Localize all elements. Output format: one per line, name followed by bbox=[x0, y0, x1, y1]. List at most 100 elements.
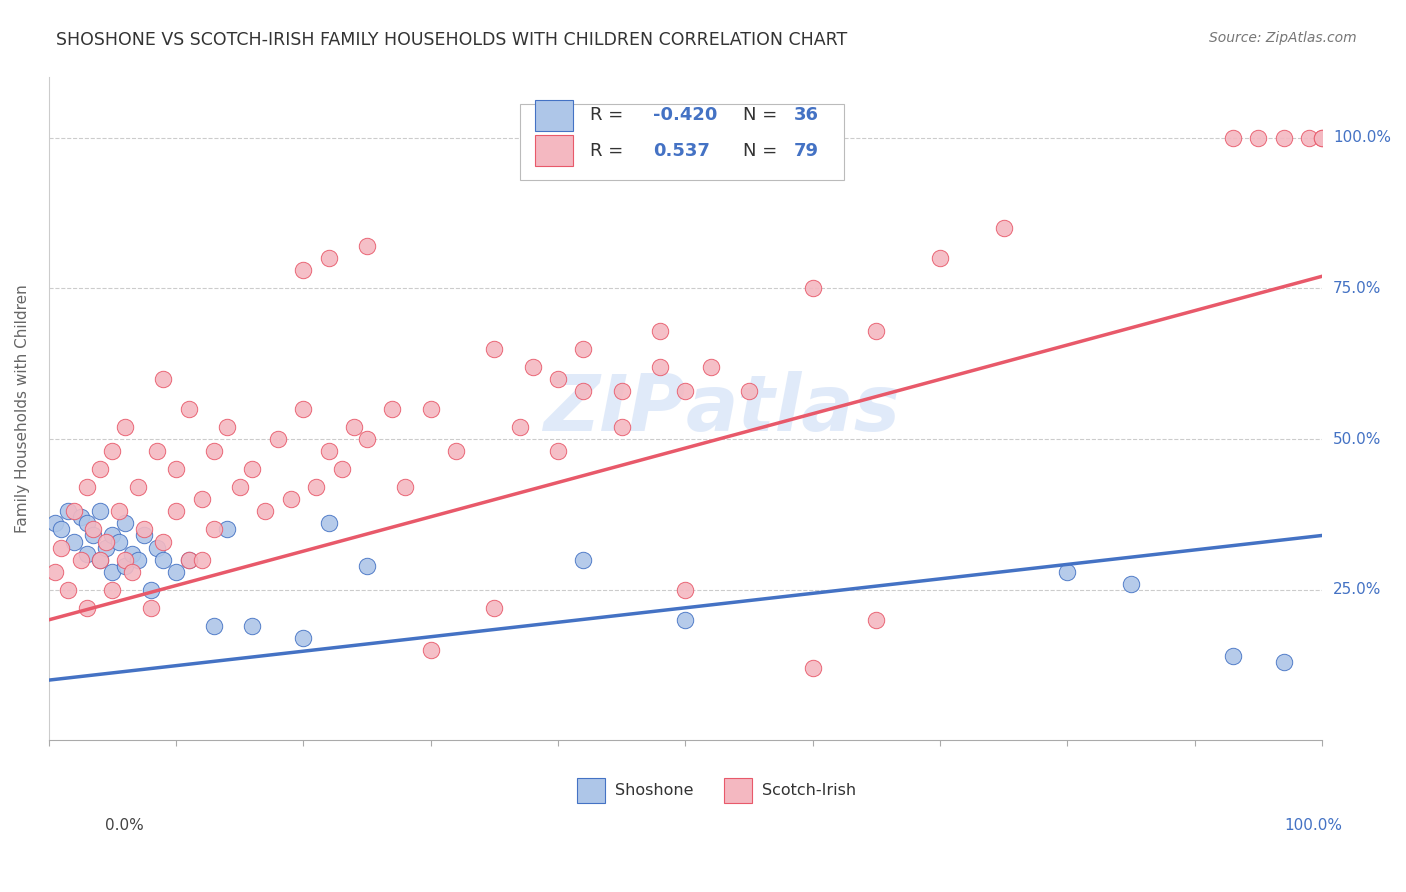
Point bbox=[107, 504, 129, 518]
Point bbox=[190, 552, 212, 566]
Point bbox=[648, 324, 671, 338]
Point bbox=[127, 480, 149, 494]
Point bbox=[1298, 130, 1320, 145]
Point bbox=[63, 504, 86, 518]
Point bbox=[202, 444, 225, 458]
Text: Scotch-Irish: Scotch-Irish bbox=[762, 783, 856, 798]
Point bbox=[1222, 130, 1244, 145]
Point bbox=[228, 480, 250, 494]
Point bbox=[146, 541, 169, 555]
Point bbox=[190, 492, 212, 507]
Point bbox=[242, 462, 264, 476]
FancyBboxPatch shape bbox=[520, 104, 845, 180]
Point bbox=[673, 613, 696, 627]
Point bbox=[572, 342, 595, 356]
Point bbox=[356, 558, 378, 573]
Text: -0.420: -0.420 bbox=[654, 106, 718, 125]
Point bbox=[444, 444, 467, 458]
Point bbox=[76, 516, 98, 531]
Point bbox=[292, 631, 315, 645]
Point bbox=[318, 252, 340, 266]
Point bbox=[343, 420, 366, 434]
Point bbox=[139, 600, 162, 615]
Point bbox=[146, 444, 169, 458]
Point bbox=[51, 523, 73, 537]
Point bbox=[177, 552, 200, 566]
FancyBboxPatch shape bbox=[536, 100, 574, 131]
Text: 100.0%: 100.0% bbox=[1285, 818, 1343, 832]
Point bbox=[419, 643, 441, 657]
Point bbox=[56, 504, 79, 518]
Point bbox=[177, 552, 200, 566]
Point bbox=[76, 600, 98, 615]
Point bbox=[484, 600, 506, 615]
Point bbox=[509, 420, 531, 434]
Point bbox=[1272, 655, 1295, 669]
Point bbox=[202, 619, 225, 633]
Text: 0.0%: 0.0% bbox=[105, 818, 145, 832]
Text: R =: R = bbox=[591, 106, 623, 125]
Text: Shoshone: Shoshone bbox=[616, 783, 693, 798]
Point bbox=[929, 252, 952, 266]
Point bbox=[572, 552, 595, 566]
Point bbox=[44, 565, 66, 579]
Point bbox=[242, 619, 264, 633]
Point bbox=[547, 444, 569, 458]
Point bbox=[610, 420, 633, 434]
FancyBboxPatch shape bbox=[536, 135, 574, 167]
Point bbox=[547, 372, 569, 386]
Text: 0.537: 0.537 bbox=[654, 142, 710, 160]
Point bbox=[1310, 130, 1333, 145]
Point bbox=[101, 444, 124, 458]
Point bbox=[69, 510, 91, 524]
Point bbox=[1056, 565, 1078, 579]
Point bbox=[89, 552, 111, 566]
Point bbox=[865, 324, 887, 338]
Point bbox=[114, 420, 136, 434]
Point bbox=[101, 582, 124, 597]
Point bbox=[356, 239, 378, 253]
Point bbox=[165, 462, 187, 476]
Point bbox=[1272, 130, 1295, 145]
Point bbox=[202, 523, 225, 537]
Point bbox=[121, 547, 143, 561]
Point bbox=[1119, 576, 1142, 591]
Point bbox=[318, 516, 340, 531]
Text: 36: 36 bbox=[793, 106, 818, 125]
Point bbox=[700, 359, 723, 374]
Point bbox=[280, 492, 302, 507]
Text: atlas: atlas bbox=[685, 371, 900, 447]
Text: ZIP: ZIP bbox=[543, 371, 685, 447]
Point bbox=[484, 342, 506, 356]
Point bbox=[89, 552, 111, 566]
Text: N =: N = bbox=[742, 142, 778, 160]
Point bbox=[648, 359, 671, 374]
Point bbox=[82, 528, 104, 542]
Point bbox=[101, 565, 124, 579]
Point bbox=[673, 582, 696, 597]
Point bbox=[305, 480, 328, 494]
Point bbox=[152, 534, 174, 549]
Point bbox=[107, 534, 129, 549]
Point bbox=[134, 528, 156, 542]
Point bbox=[1310, 130, 1333, 145]
Point bbox=[76, 480, 98, 494]
Point bbox=[993, 221, 1015, 235]
Text: 100.0%: 100.0% bbox=[1333, 130, 1391, 145]
Text: 25.0%: 25.0% bbox=[1333, 582, 1381, 598]
Point bbox=[94, 534, 117, 549]
Point bbox=[215, 523, 238, 537]
Point bbox=[522, 359, 544, 374]
Point bbox=[673, 384, 696, 398]
Point bbox=[801, 281, 824, 295]
Point bbox=[134, 523, 156, 537]
Point bbox=[801, 661, 824, 675]
Point bbox=[89, 504, 111, 518]
Point bbox=[69, 552, 91, 566]
Point bbox=[63, 534, 86, 549]
Point bbox=[572, 384, 595, 398]
Point bbox=[44, 516, 66, 531]
Point bbox=[152, 372, 174, 386]
Point bbox=[610, 384, 633, 398]
Text: 75.0%: 75.0% bbox=[1333, 281, 1381, 296]
